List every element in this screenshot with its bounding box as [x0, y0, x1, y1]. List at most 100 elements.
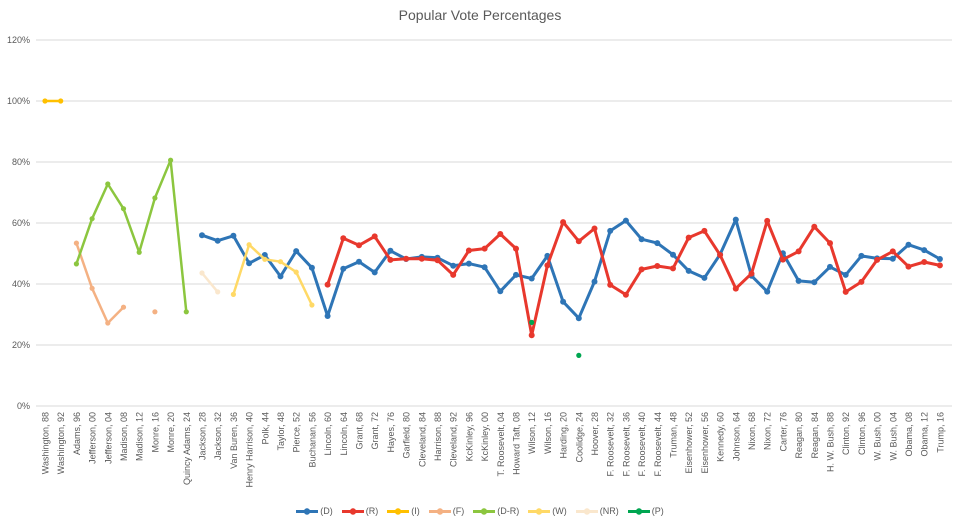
x-tick-label: F. Roosevelt, 36	[621, 412, 631, 477]
data-point-r	[638, 266, 645, 273]
gridlines	[36, 39, 952, 407]
data-point-w	[309, 302, 315, 308]
data-point-dr	[120, 206, 127, 212]
x-tick-label: Pierce, 52	[292, 412, 302, 453]
x-tick-label: KcKinley, 00	[480, 412, 490, 461]
data-point-r	[591, 225, 598, 232]
legend-label-w: (W)	[552, 506, 567, 516]
legend-item-d: (D)	[296, 506, 333, 516]
data-point-d	[246, 260, 253, 267]
data-point-r	[324, 281, 331, 288]
series-f	[73, 240, 158, 326]
data-point-d	[199, 232, 205, 239]
x-tick-label: Washington, 92	[56, 412, 66, 474]
data-point-d	[450, 262, 457, 269]
data-point-dr	[168, 157, 174, 163]
x-tick-label: Hoover, 28	[590, 412, 600, 456]
data-point-d	[827, 263, 833, 270]
data-point-d	[858, 252, 865, 259]
data-point-d	[528, 275, 535, 282]
data-point-f	[105, 320, 111, 326]
series-line-f	[76, 243, 154, 323]
x-tick-label: F. Roosevelt, 40	[637, 412, 647, 477]
data-point-d	[497, 288, 504, 295]
data-point-r	[936, 262, 943, 269]
data-point-r	[481, 245, 488, 252]
data-point-r	[874, 256, 881, 263]
data-point-r	[560, 219, 567, 226]
x-tick-label: Eisenhower, 56	[700, 412, 710, 474]
data-point-r	[889, 248, 896, 255]
x-tick-label: Monre, 16	[150, 412, 160, 453]
x-tick-label: Polk, 44	[260, 412, 270, 445]
data-point-r	[670, 265, 676, 272]
legend-item-p: (P)	[627, 506, 664, 516]
data-point-d	[481, 264, 488, 271]
series-p	[529, 319, 582, 358]
legend-marker-w	[528, 507, 551, 515]
series-line-dr	[75, 158, 188, 314]
legend-marker-dr	[473, 507, 496, 515]
data-point-r	[450, 271, 457, 278]
legend-marker-f	[428, 507, 451, 515]
data-point-r	[795, 248, 802, 255]
data-point-d	[622, 217, 629, 224]
data-point-dr	[152, 195, 158, 201]
data-point-dr	[89, 216, 95, 222]
y-tick-label: 0%	[17, 401, 30, 411]
legend-item-w: (W)	[528, 506, 567, 516]
data-point-f	[89, 285, 95, 291]
legend-label-dr: (D-R)	[497, 506, 520, 516]
x-tick-label: Washington, 88	[41, 412, 51, 474]
series-r	[324, 217, 943, 339]
data-point-r	[905, 263, 912, 270]
x-tick-label: F. Roosevelt, 32	[606, 412, 616, 477]
x-tick-label: Jackson, 28	[198, 412, 208, 460]
data-point-r	[748, 270, 755, 277]
legend-marker-d	[296, 507, 319, 515]
x-tick-label: Carter, 76	[778, 412, 788, 452]
data-point-dr	[136, 249, 142, 255]
y-tick-label: 100%	[7, 96, 30, 106]
x-tick-label: Lincoln, 60	[323, 412, 333, 456]
series-d	[199, 216, 943, 322]
data-point-r	[827, 240, 833, 247]
x-tick-label: Buchanan, 56	[307, 412, 317, 468]
y-tick-label: 20%	[12, 340, 30, 350]
x-tick-label: Cleveland, 84	[417, 412, 427, 467]
x-tick-label: Grant, 68	[355, 412, 365, 450]
x-tick-label: Nixon, 68	[747, 412, 757, 450]
data-point-i	[58, 98, 64, 104]
data-point-d	[889, 255, 896, 262]
data-point-d	[842, 271, 849, 278]
data-point-d	[936, 256, 943, 262]
y-tick-label: 40%	[12, 279, 30, 289]
data-point-d	[591, 278, 598, 285]
data-point-r	[717, 252, 724, 258]
legend-label-p: (P)	[651, 506, 664, 516]
legend-label-d: (D)	[320, 506, 333, 516]
legend-item-dr: (D-R)	[473, 506, 519, 516]
data-point-d	[811, 279, 818, 286]
data-point-d	[308, 264, 315, 271]
data-point-d	[670, 251, 676, 258]
data-point-r	[418, 255, 425, 262]
chart-title: Popular Vote Percentages	[398, 7, 562, 23]
y-tick-label: 60%	[12, 218, 30, 228]
series-line-nr	[200, 271, 219, 294]
data-point-dr	[183, 309, 189, 315]
data-point-d	[638, 236, 645, 243]
series-line-r	[326, 219, 942, 337]
legend-label-nr: (NR)	[599, 506, 619, 516]
data-point-i	[42, 98, 48, 104]
data-point-d	[513, 271, 519, 278]
x-tick-label: Howard Taft, 08	[512, 412, 522, 475]
legend: (D) (R) (I) (F) (D-R) (W) (NR) (P)	[0, 506, 960, 516]
data-point-d	[764, 288, 771, 295]
data-point-d	[685, 267, 692, 274]
data-point-w	[293, 269, 299, 275]
data-point-r	[513, 245, 519, 252]
data-point-r	[387, 256, 394, 263]
x-tick-label: Wilson, 16	[543, 412, 553, 454]
data-point-d	[387, 247, 394, 254]
